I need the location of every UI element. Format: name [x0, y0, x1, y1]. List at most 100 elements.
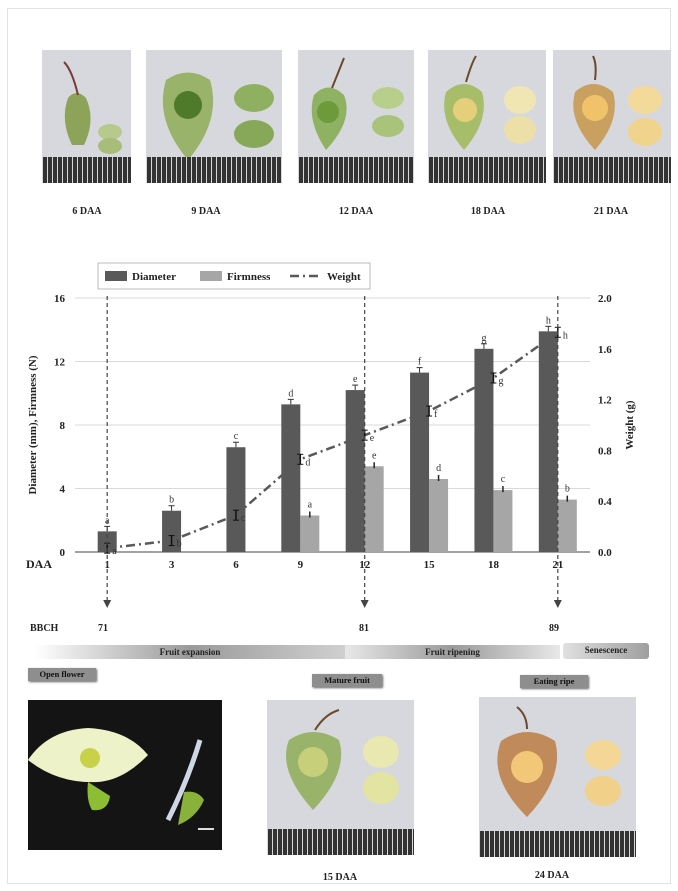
letter-weight: c [241, 513, 246, 524]
legend-box [97, 262, 371, 290]
bar-diameter [474, 348, 494, 552]
letter-weight: g [498, 376, 503, 387]
legend-swatch-firmness [200, 271, 222, 281]
legend-label-firmness: Firmness [227, 271, 271, 283]
letter-diameter: b [169, 495, 174, 506]
marker-arrowhead [553, 600, 562, 608]
y-tick-left: 4 [60, 484, 66, 496]
bbch-71: 71 [98, 623, 108, 634]
caption-9daa: 9 DAA [191, 206, 221, 217]
fruit-drawing [63, 61, 122, 154]
scale-ruler [146, 157, 282, 183]
caption-12daa: 12 DAA [338, 206, 374, 217]
scale-ruler [298, 157, 414, 183]
fruit-drawing [444, 55, 536, 150]
bar-diameter [345, 390, 365, 552]
phase-fruit-ripening: Fruit ripening [345, 645, 560, 659]
fruit-photo-9daa [146, 50, 282, 183]
bar-diameter [281, 404, 301, 552]
bar-firmness [493, 490, 513, 552]
y-axis-label-left: Diameter (mm), Firmness (N) [27, 355, 39, 494]
fruit-drawing [311, 57, 404, 150]
x-tick: 3 [169, 559, 175, 571]
x-tick: 9 [298, 559, 304, 571]
y-tick-right: 2.0 [598, 293, 612, 305]
letter-weight: e [370, 433, 375, 444]
fruit-photo-12daa [298, 50, 414, 183]
scale-ruler [553, 157, 671, 183]
letter-diameter: g [481, 333, 486, 344]
x-axis-label: DAA [26, 557, 52, 571]
letter-firmness: a [308, 499, 313, 510]
phase-senescence: Senescence [563, 643, 649, 659]
y-tick-right: 0.8 [598, 445, 612, 457]
y-tick-left: 16 [54, 293, 66, 305]
phase-fruit-expansion: Fruit expansion [35, 645, 345, 659]
y-tick-left: 8 [60, 420, 66, 432]
letter-firmness: b [565, 484, 570, 495]
caption-15daa: 15 DAA [322, 872, 358, 883]
letter-weight: d [305, 457, 310, 468]
mature-fruit-photo [267, 700, 414, 855]
scale-ruler [42, 157, 131, 183]
fruit-photo-21daa [553, 50, 671, 183]
fruit-drawing [286, 709, 399, 810]
bar-firmness [557, 499, 577, 552]
tag-open-flower: Open flower [28, 668, 96, 681]
x-tick: 6 [233, 559, 239, 571]
scale-ruler [267, 829, 414, 855]
y-tick-right: 1.6 [598, 344, 612, 356]
letter-firmness: d [436, 463, 441, 474]
caption-6daa: 6 DAA [72, 206, 102, 217]
tag-eating-ripe: Eating ripe [520, 675, 588, 688]
marker-arrowhead [103, 600, 112, 608]
eating-ripe-photo [479, 697, 636, 857]
tag-mature-fruit: Mature fruit [312, 674, 382, 687]
growth-chart: 0 4 8 12 16 0.0 0.4 0.8 1.2 1.6 2.0 Diameter (mm), … [26, 262, 636, 608]
y-tick-left: 0 [60, 547, 66, 559]
letter-firmness: e [372, 450, 377, 461]
bar-diameter [410, 372, 430, 552]
marker-arrowhead [360, 600, 369, 608]
fruit-photo-6daa [42, 50, 131, 183]
figure-frame [7, 8, 671, 884]
letter-diameter: c [234, 431, 239, 442]
scale-ruler [479, 831, 636, 857]
letter-diameter: f [418, 357, 422, 368]
bbch-label: BBCH [30, 623, 59, 634]
open-flower-photo [28, 700, 222, 850]
letter-diameter: h [546, 315, 551, 326]
letter-firmness: c [501, 474, 506, 485]
bbch-89: 89 [549, 623, 559, 634]
letter-weight: f [434, 409, 438, 420]
bar-firmness [429, 478, 449, 552]
letter-weight: h [563, 330, 568, 341]
scale-ruler [428, 157, 546, 183]
bar-diameter [538, 331, 558, 552]
y-tick-right: 1.2 [598, 395, 612, 407]
fruit-drawing [573, 55, 662, 150]
letter-diameter: e [353, 374, 358, 385]
bar-firmness [364, 466, 384, 552]
y-axis-label-right: Weight (g) [624, 400, 636, 450]
caption-21daa: 21 DAA [593, 206, 629, 217]
fruit-photo-18daa [428, 50, 546, 183]
bar-diameter [226, 447, 246, 552]
bbch-81: 81 [359, 623, 369, 634]
fruit-drawing [497, 706, 621, 817]
legend-label-diameter: Diameter [132, 271, 176, 283]
letter-weight: b [177, 539, 182, 550]
flower-drawing [28, 728, 214, 830]
x-tick: 18 [488, 559, 500, 571]
bar-firmness [300, 515, 320, 552]
line-weight [107, 331, 559, 550]
y-tick-right: 0.4 [598, 496, 612, 508]
fruit-drawing [162, 72, 274, 160]
caption-18daa: 18 DAA [470, 206, 506, 217]
legend-swatch-diameter [105, 271, 127, 281]
caption-24daa: 24 DAA [534, 870, 570, 881]
y-tick-left: 12 [54, 357, 66, 369]
y-tick-right: 0.0 [598, 547, 612, 559]
x-tick: 15 [424, 559, 436, 571]
letter-diameter: d [288, 388, 293, 399]
